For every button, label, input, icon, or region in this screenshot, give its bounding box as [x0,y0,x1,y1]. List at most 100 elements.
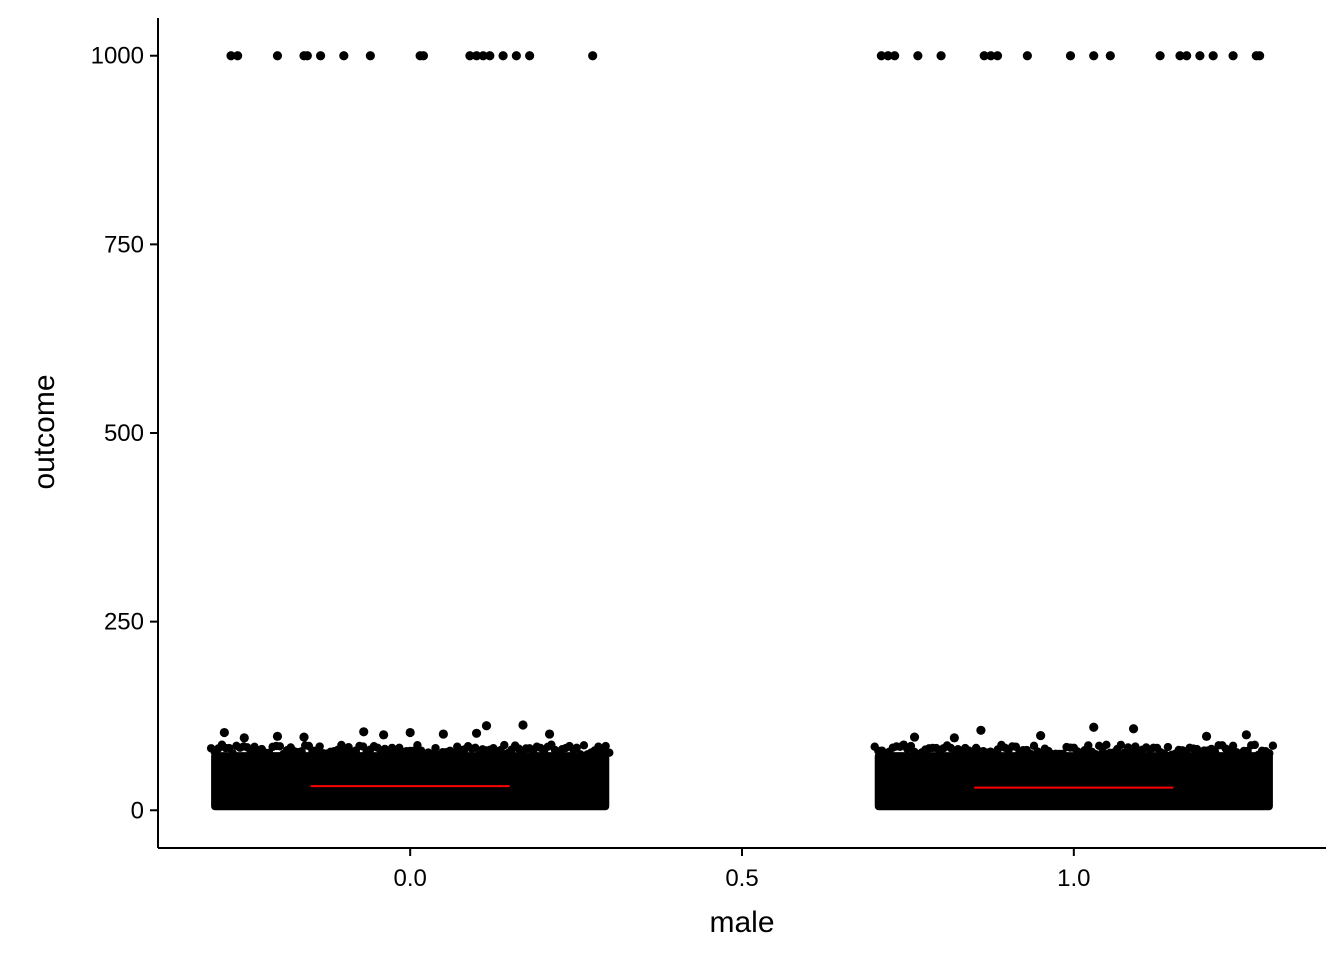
outlier-point [1089,51,1099,61]
data-point [1058,749,1068,759]
outlier-point [1022,51,1032,61]
group-0-points [206,51,614,811]
data-point [500,740,509,750]
outlier-point [876,51,886,61]
group-1-points [870,51,1278,811]
outlier-point [883,51,893,61]
outlier-point [485,51,495,61]
outlier-point [936,51,946,61]
data-point [909,732,920,742]
data-point [1128,724,1139,734]
data-point [438,729,448,739]
outlier-point [1182,51,1192,61]
data-point [431,743,440,753]
data-point [315,742,324,751]
outlier-point [498,51,508,61]
y-axis-title: outcome [28,374,61,489]
dense-point-band [211,752,610,811]
outlier-point [588,51,598,61]
data-point [405,727,415,738]
data-point [239,733,249,743]
x-tick-label: 1.0 [1057,865,1090,892]
outlier-point [525,51,535,61]
data-point [1102,740,1111,750]
data-point [579,741,589,750]
data-point [250,742,259,752]
data-point [601,741,610,751]
points-layer [206,51,1278,811]
data-point [576,750,585,759]
outlier-point [511,51,521,61]
outlier-point [1195,51,1205,61]
data-point [373,743,382,752]
data-point [1084,741,1093,750]
dense-point-band [874,752,1273,811]
x-axis-title: male [709,906,774,939]
outlier-point [913,51,923,61]
outlier-point [465,51,475,61]
x-tick-label: 0.0 [393,865,426,892]
data-point [449,748,458,758]
data-point [384,750,393,759]
outlier-point [1105,51,1115,61]
data-point [1116,740,1126,750]
outlier-point [272,51,283,61]
data-point [1241,730,1251,740]
y-tick-label: 500 [104,420,144,447]
data-point [518,750,527,760]
data-point [359,727,369,737]
data-point [514,744,523,753]
y-tick-label: 1000 [91,43,144,70]
data-point [1163,742,1173,752]
y-tick-label: 250 [104,609,144,636]
outlier-point [1065,51,1076,61]
outlier-point [890,51,900,61]
data-point [544,729,555,739]
data-point [1210,747,1220,757]
data-point [572,743,581,753]
outlier-point [302,51,312,61]
data-point [976,725,986,735]
y-tick-label: 0 [131,797,144,824]
y-tick-label: 750 [104,231,144,258]
data-point [1250,740,1260,750]
outlier-point [339,51,349,61]
outlier-point [1208,51,1218,61]
outlier-point [471,51,482,61]
outlier-point [986,51,996,61]
data-point [1098,747,1107,756]
outlier-point [1255,51,1265,61]
data-point [518,720,528,730]
data-point [471,743,480,753]
data-point [219,727,229,738]
data-point [275,742,285,751]
data-point [949,733,959,743]
data-point [1091,749,1100,759]
outlier-point [1155,51,1165,61]
data-point [1089,722,1099,732]
data-point [1160,749,1169,758]
outlier-point [992,51,1003,61]
data-point [272,731,283,741]
outlier-point [315,51,326,61]
x-tick-label: 0.5 [725,865,758,892]
outlier-point [365,51,375,61]
mean-lines [310,785,1174,789]
data-point [1228,741,1238,751]
outlier-point [1228,51,1238,61]
outlier-point [979,51,989,61]
data-point [228,749,238,758]
data-point [1265,749,1274,758]
data-point [1037,750,1046,760]
data-point [264,748,274,758]
data-point [471,728,482,738]
data-point [299,732,309,742]
outlier-point [233,51,243,61]
outlier-point [226,51,236,61]
data-point [1036,730,1046,741]
data-point [605,748,614,757]
outlier-point [1175,51,1185,61]
data-point [379,730,389,740]
axes: 0 250 500 750 1000 0.0 0.5 1.0 [91,18,1326,892]
